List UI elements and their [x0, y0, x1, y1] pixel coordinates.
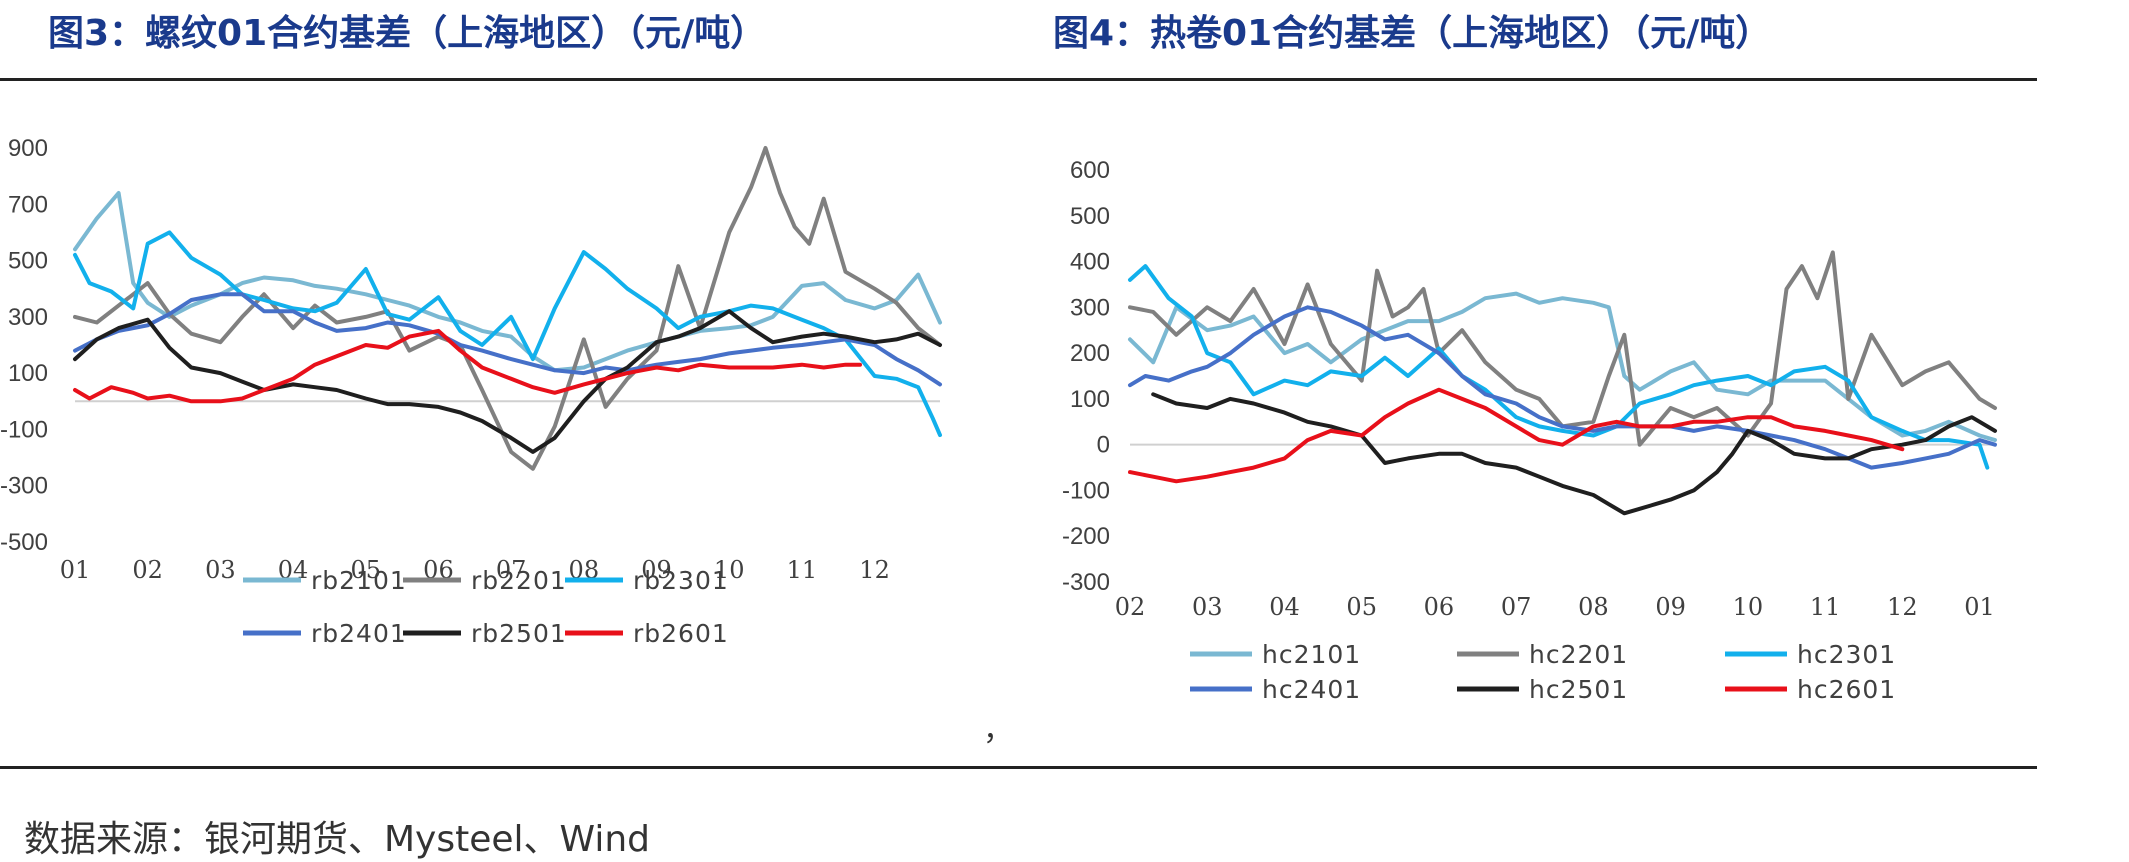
y-tick-label: -100 [1062, 477, 1110, 504]
legend-label-rb2201: rb2201 [471, 566, 567, 595]
series-line-rb2101 [73, 191, 942, 373]
y-tick-label: 600 [1070, 157, 1110, 184]
x-tick-label: 08 [1578, 593, 1609, 621]
series-line-hc2201 [1128, 250, 1997, 447]
legend-label-rb2501: rb2501 [471, 619, 567, 648]
y-tick-label: 100 [8, 360, 48, 387]
y-tick-label: 900 [8, 135, 48, 162]
legend-label-rb2101: rb2101 [311, 566, 407, 595]
series-line-hc2101 [1128, 291, 1997, 443]
x-tick-label: 12 [859, 556, 890, 584]
x-tick-label: 10 [714, 556, 745, 584]
x-tick-label: 12 [1887, 593, 1918, 621]
x-tick-label: 02 [132, 556, 163, 584]
y-tick-label: 300 [8, 304, 48, 331]
series-line-rb2201 [73, 146, 942, 471]
series-line-hc2601 [1128, 387, 1905, 484]
series-line-rb2601 [73, 328, 862, 404]
x-tick-label: 01 [60, 556, 91, 584]
series-line-rb2501 [73, 309, 942, 454]
x-tick-label: 05 [1346, 593, 1377, 621]
footer-divider [0, 766, 2037, 769]
y-tick-label: 0 [1097, 432, 1110, 459]
x-tick-label: 09 [1655, 593, 1686, 621]
legend-label-rb2301: rb2301 [633, 566, 729, 595]
x-tick-label: 02 [1115, 593, 1146, 621]
y-tick-label: 700 [8, 191, 48, 218]
series-line-hc2301 [1128, 264, 1990, 470]
data-source-note: 数据来源：银河期货、Mysteel、Wind [24, 819, 651, 860]
x-tick-label: 11 [1810, 593, 1841, 621]
legend-label-hc2301: hc2301 [1797, 640, 1896, 669]
y-tick-label: 500 [1070, 203, 1110, 230]
series-line-hc2501 [1151, 392, 1997, 516]
hot-coil-basis-chart: 600 500 400 300 200 100 0 -100 -200 -300 02 03 04 05 0… [1030, 140, 2030, 720]
stray-comma: ， [983, 713, 1013, 748]
header-divider [0, 78, 2037, 81]
x-tick-label: 10 [1733, 593, 1764, 621]
y-tick-label: -100 [0, 416, 48, 443]
rebar-basis-chart: 900 700 500 300 100 -100 -300 -500 01 02 03 04 05 06 0… [0, 110, 1000, 710]
y-tick-label: 200 [1070, 340, 1110, 367]
y-tick-label: 300 [1070, 294, 1110, 321]
series-line-hc2401 [1128, 305, 1997, 470]
legend-label-hc2401: hc2401 [1262, 675, 1361, 704]
legend-label-rb2601: rb2601 [633, 619, 729, 648]
y-tick-label: 500 [8, 248, 48, 275]
series-line-rb2401 [73, 292, 942, 387]
figure-3-title: 图3：螺纹01合约基差（上海地区）（元/吨） [48, 13, 767, 54]
legend-label-hc2201: hc2201 [1529, 640, 1628, 669]
legend-label-rb2401: rb2401 [311, 619, 407, 648]
y-tick-label: 400 [1070, 249, 1110, 276]
legend-label-hc2101: hc2101 [1262, 640, 1361, 669]
x-tick-label: 11 [787, 556, 818, 584]
x-tick-label: 06 [1424, 593, 1455, 621]
y-tick-label: -300 [1062, 569, 1110, 596]
x-tick-label: 03 [205, 556, 236, 584]
series-line-rb2301 [73, 230, 942, 438]
y-tick-label: -500 [0, 529, 48, 556]
x-tick-label: 07 [496, 556, 527, 584]
x-tick-label: 01 [1964, 593, 1995, 621]
x-tick-label: 09 [641, 556, 672, 584]
legend-label-hc2501: hc2501 [1529, 675, 1628, 704]
x-tick-label: 07 [1501, 593, 1532, 621]
x-tick-label: 04 [1269, 593, 1300, 621]
y-tick-label: 100 [1070, 386, 1110, 413]
figure-4-title: 图4：热卷01合约基差（上海地区）（元/吨） [1053, 13, 1772, 54]
x-tick-label: 03 [1192, 593, 1223, 621]
legend-label-hc2601: hc2601 [1797, 675, 1896, 704]
y-tick-label: -300 [0, 473, 48, 500]
y-tick-label: -200 [1062, 523, 1110, 550]
x-tick-label: 05 [350, 556, 381, 584]
